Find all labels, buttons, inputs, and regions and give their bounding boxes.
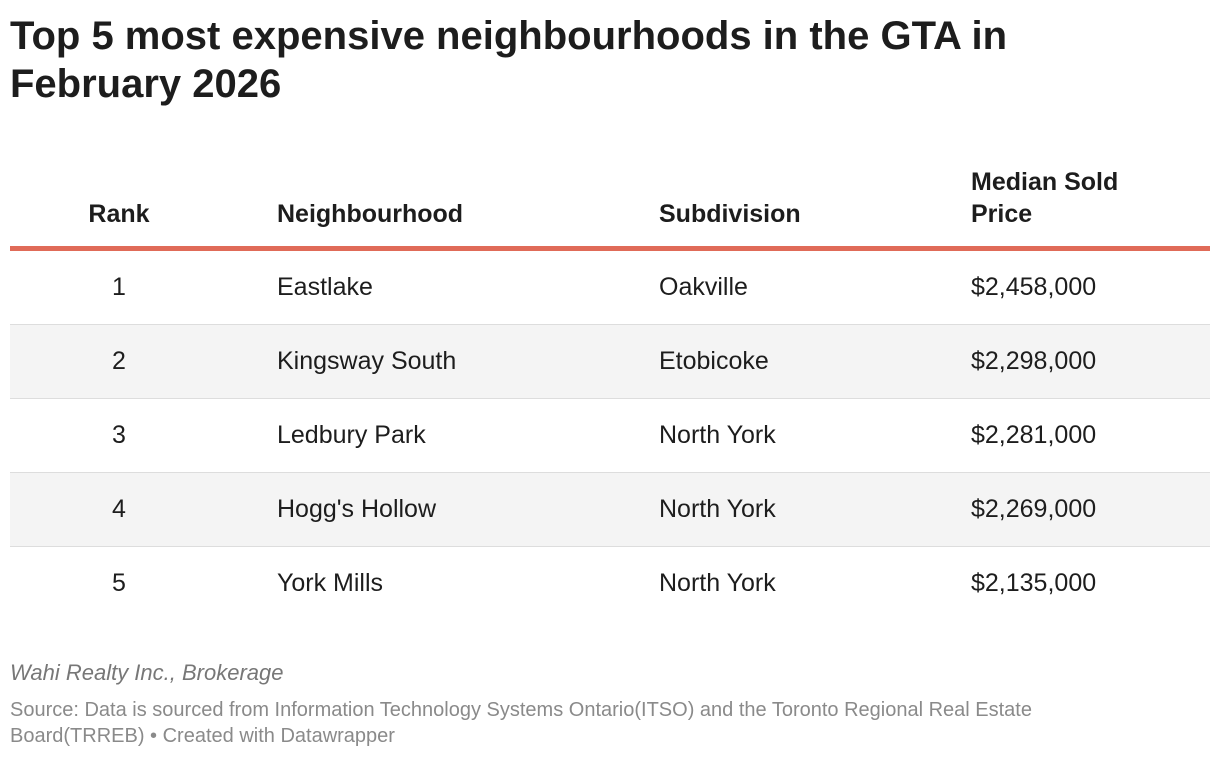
rank-cell: 4 bbox=[112, 495, 126, 523]
column-header-rank: Rank bbox=[88, 200, 150, 228]
rank-cell: 5 bbox=[112, 569, 126, 597]
rank-cell: 3 bbox=[112, 421, 126, 449]
separator: • bbox=[144, 725, 163, 747]
neighbourhood-cell: York Mills bbox=[277, 569, 384, 597]
subdivision-cell: North York bbox=[659, 569, 776, 597]
price-cell: $2,458,000 bbox=[971, 273, 1097, 301]
source-text: Data is sourced from Information Technol… bbox=[10, 699, 1032, 747]
neighbourhood-cell: Ledbury Park bbox=[277, 421, 426, 449]
neighbourhood-cell: Eastlake bbox=[277, 273, 373, 301]
rank-cell: 1 bbox=[112, 273, 126, 301]
neighbourhood-cell: Hogg's Hollow bbox=[277, 495, 437, 523]
price-cell: $2,298,000 bbox=[971, 347, 1097, 375]
subdivision-cell: North York bbox=[659, 495, 776, 523]
datawrapper-credit: Created with Datawrapper bbox=[162, 725, 395, 747]
subdivision-cell: Oakville bbox=[659, 273, 748, 301]
brand-credit: Wahi Realty Inc., Brokerage bbox=[10, 660, 284, 685]
table-row: 3 Ledbury Park North York $2,281,000 bbox=[10, 399, 1210, 473]
source-note: Source: Data is sourced from Information… bbox=[10, 697, 1160, 749]
table-row: 4 Hogg's Hollow North York $2,269,000 bbox=[10, 473, 1210, 547]
subdivision-cell: North York bbox=[659, 421, 776, 449]
neighbourhood-cell: Kingsway South bbox=[277, 347, 457, 375]
table-row: 2 Kingsway South Etobicoke $2,298,000 bbox=[10, 325, 1210, 399]
table-header: Rank Neighbourhood Subdivision Median So… bbox=[10, 160, 1210, 251]
price-cell: $2,269,000 bbox=[971, 495, 1097, 523]
data-table: Rank Neighbourhood Subdivision Median So… bbox=[10, 160, 1210, 620]
column-header-subdivision: Subdivision bbox=[659, 200, 801, 228]
table-row: 1 Eastlake Oakville $2,458,000 bbox=[10, 251, 1210, 325]
price-cell: $2,135,000 bbox=[971, 569, 1097, 597]
rank-cell: 2 bbox=[112, 347, 126, 375]
price-cell: $2,281,000 bbox=[971, 421, 1097, 449]
table-row: 5 York Mills North York $2,135,000 bbox=[10, 547, 1210, 620]
column-header-neighbourhood: Neighbourhood bbox=[277, 200, 464, 228]
column-header-median-sold-price: Median Sold Price bbox=[971, 168, 1119, 228]
source-label: Source: bbox=[10, 699, 85, 721]
chart-title: Top 5 most expensive neighbourhoods in t… bbox=[10, 14, 1008, 106]
subdivision-cell: Etobicoke bbox=[659, 347, 769, 375]
